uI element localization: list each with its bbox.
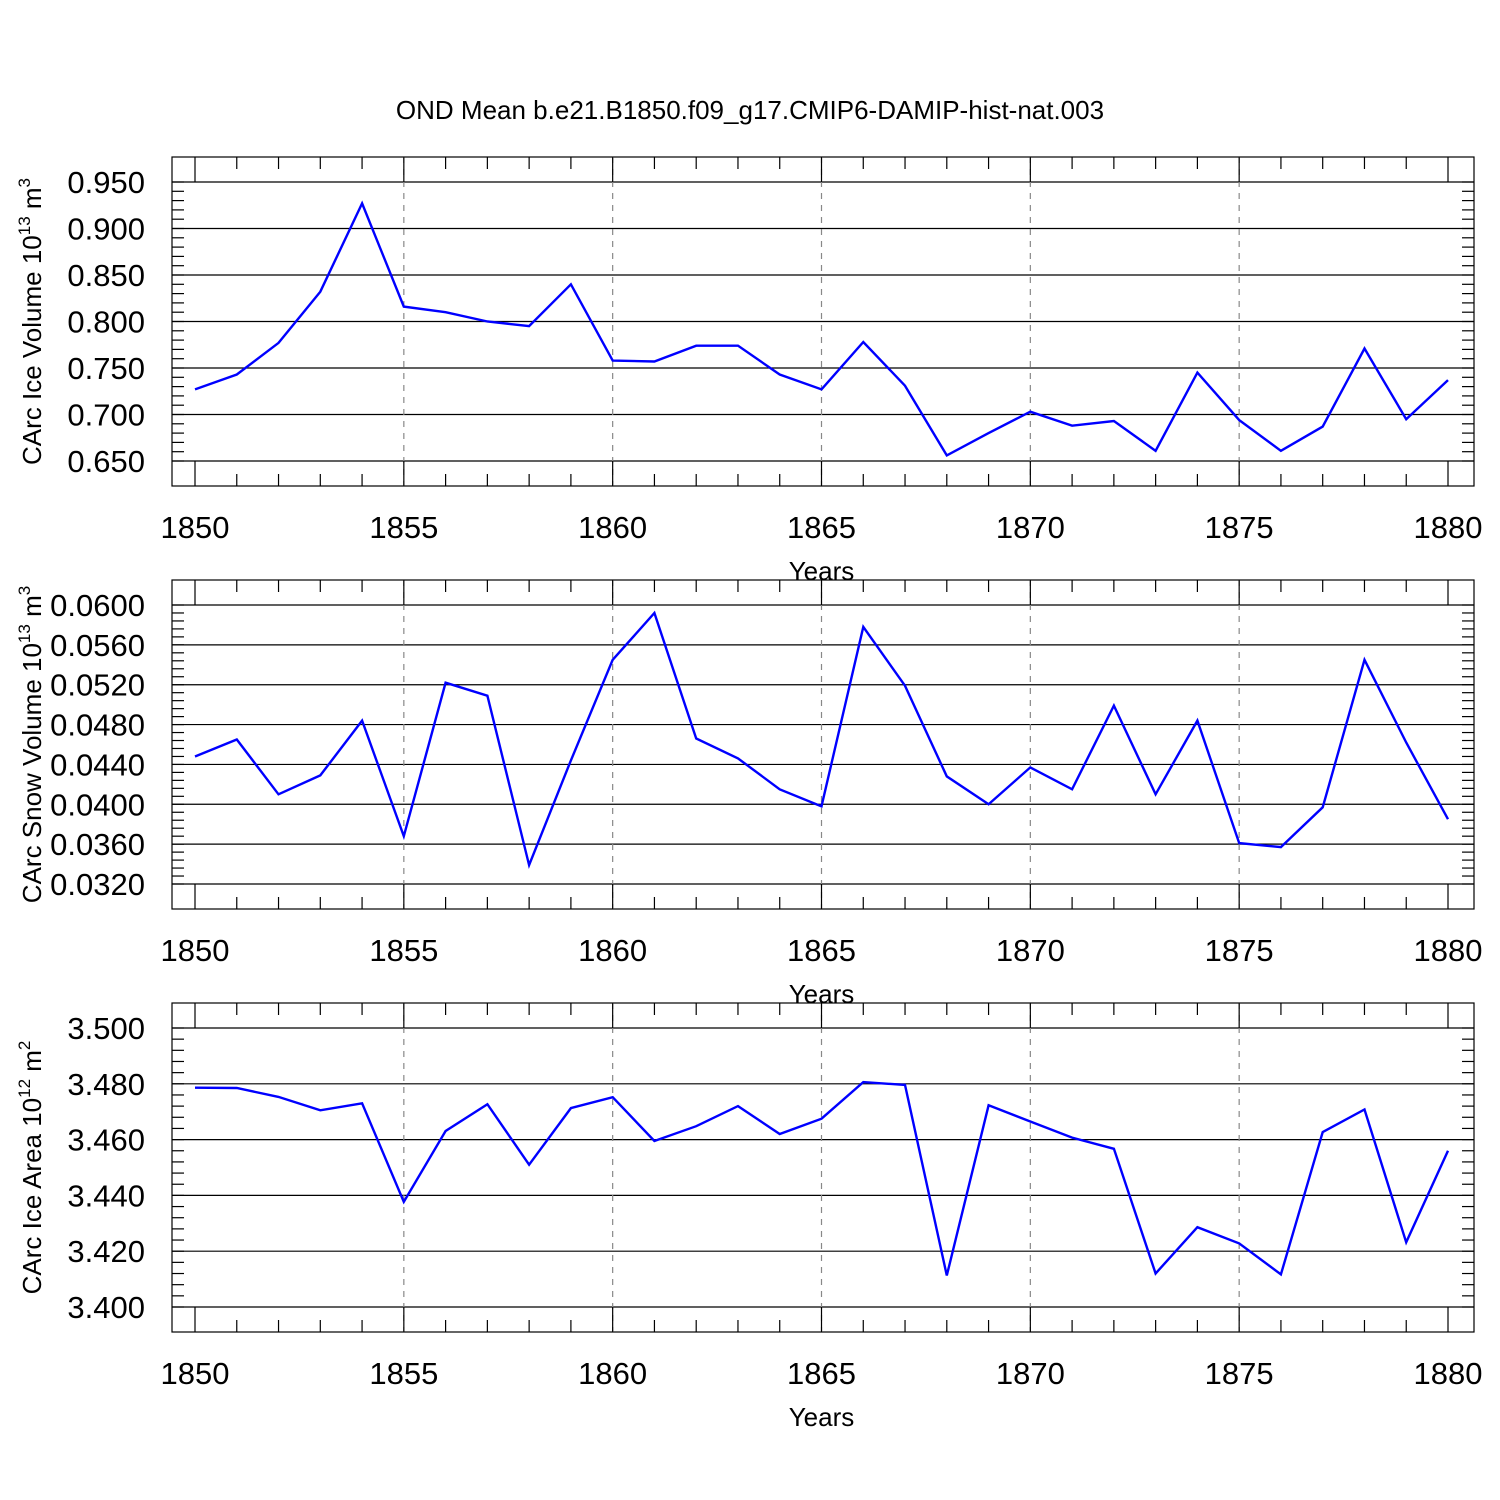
panel-2-y-tick-label-1: 0.0360: [50, 827, 145, 862]
panel-3-y-tick-label-3: 3.460: [67, 1123, 145, 1158]
panel-3-x-tick-label-2: 1860: [578, 1356, 647, 1391]
panel-2-x-tick-label-4: 1870: [996, 933, 1065, 968]
panel-1-x-tick-label-1: 1855: [369, 510, 438, 545]
panel-2-series-line: [194, 610, 1450, 870]
panel-3-y-tick-label-4: 3.480: [67, 1067, 145, 1102]
panel-2-y-tick-label-6: 0.0560: [50, 628, 145, 663]
panel-3-x-tick-label-4: 1870: [996, 1356, 1065, 1391]
panel-3-x-tick-label-1: 1855: [369, 1356, 438, 1391]
panel-3-plot-frame: [171, 1002, 1475, 1333]
panel-3-x-tick-label-3: 1865: [787, 1356, 856, 1391]
panel-2-plot-frame: [171, 579, 1475, 910]
panel-2-x-tick-label-0: 1850: [161, 933, 230, 968]
panel-1-y-tick-label-6: 0.950: [67, 165, 145, 200]
panel-1-x-tick-label-2: 1860: [578, 510, 647, 545]
panel-3-y-tick-label-5: 3.500: [67, 1011, 145, 1046]
panel-2-x-tick-label-5: 1875: [1205, 933, 1274, 968]
panel-1-y-tick-label-5: 0.900: [67, 212, 145, 247]
panel-2-y-tick-label-3: 0.0440: [50, 747, 145, 782]
panel-1-y-tick-label-2: 0.750: [67, 351, 145, 386]
panel-1-y-tick-label-0: 0.650: [67, 444, 145, 479]
panel-2-x-tick-label-6: 1880: [1414, 933, 1483, 968]
panel-2-y-tick-label-5: 0.0520: [50, 668, 145, 703]
panel-3-y-axis-label: CArc Ice Area 1012 m2: [15, 1041, 47, 1295]
panel-3-x-tick-label-0: 1850: [161, 1356, 230, 1391]
panel-2-y-tick-label-2: 0.0400: [50, 787, 145, 822]
panel-2-y-tick-label-4: 0.0480: [50, 708, 145, 743]
panel-1-y-tick-label-4: 0.850: [67, 258, 145, 293]
panel-1-y-tick-label-1: 0.700: [67, 398, 145, 433]
panel-2-x-tick-label-1: 1855: [369, 933, 438, 968]
panel-3-x-tick-label-6: 1880: [1414, 1356, 1483, 1391]
panel-2-x-tick-label-2: 1860: [578, 933, 647, 968]
panel-2-y-tick-label-0: 0.0320: [50, 867, 145, 902]
panel-3-y-tick-label-1: 3.420: [67, 1234, 145, 1269]
panel-2-y-axis-label: CArc Snow Volume 1013 m3: [15, 586, 47, 903]
panel-1-y-axis-label: CArc Ice Volume 1013 m3: [15, 178, 47, 465]
panel-3-x-axis-label: Years: [789, 1402, 855, 1432]
panel-1-y-tick-label-3: 0.800: [67, 305, 145, 340]
panel-2-x-tick-label-3: 1865: [787, 933, 856, 968]
panel-3-y-tick-label-0: 3.400: [67, 1290, 145, 1325]
panel-3-y-tick-label-2: 3.440: [67, 1178, 145, 1213]
panel-1-x-tick-label-5: 1875: [1205, 510, 1274, 545]
panel-1-x-tick-label-3: 1865: [787, 510, 856, 545]
panel-1-x-tick-label-0: 1850: [161, 510, 230, 545]
panel-3-series-line: [194, 1080, 1450, 1277]
panel-3-x-tick-label-5: 1875: [1205, 1356, 1274, 1391]
chart-title: OND Mean b.e21.B1850.f09_g17.CMIP6-DAMIP…: [396, 95, 1104, 125]
panel-1-x-tick-label-6: 1880: [1414, 510, 1483, 545]
panel-2-y-tick-label-7: 0.0600: [50, 588, 145, 623]
panel-1-x-tick-label-4: 1870: [996, 510, 1065, 545]
